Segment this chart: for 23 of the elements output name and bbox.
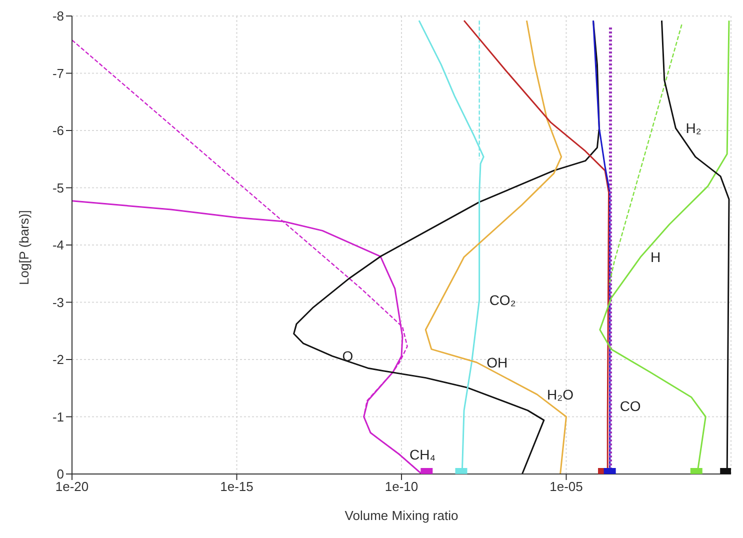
x-tick-label: 1e-20 (55, 479, 89, 494)
y-tick-label: -4 (52, 238, 64, 253)
annotation: H (650, 248, 661, 265)
y-tick-label: -7 (52, 66, 64, 81)
annotation: CO₂ (489, 292, 516, 308)
annotation: OH (486, 354, 508, 370)
x-axis-title: Volume Mixing ratio (344, 508, 458, 523)
y-tick-label: 0 (56, 466, 64, 482)
annotation: H₂O (547, 386, 574, 402)
y-tick-label: -8 (52, 8, 64, 24)
x-tick-label: 1e-10 (384, 479, 418, 494)
annotation: O (342, 348, 354, 364)
y-tick-label: -6 (52, 123, 64, 138)
annotation: CH₄ (410, 446, 436, 463)
y-tick-label: -5 (52, 180, 64, 196)
y-tick-label: -1 (52, 409, 64, 424)
y-tick-label: -3 (52, 294, 64, 310)
annotation: CO (620, 398, 641, 414)
annotation: H₂ (686, 120, 702, 136)
x-tick-label: 1e-05 (550, 479, 583, 494)
y-axis-title: Log[P (bars)] (16, 210, 32, 285)
x-tick-label: 1e-15 (220, 479, 254, 494)
y-tick-label: -2 (52, 352, 64, 368)
